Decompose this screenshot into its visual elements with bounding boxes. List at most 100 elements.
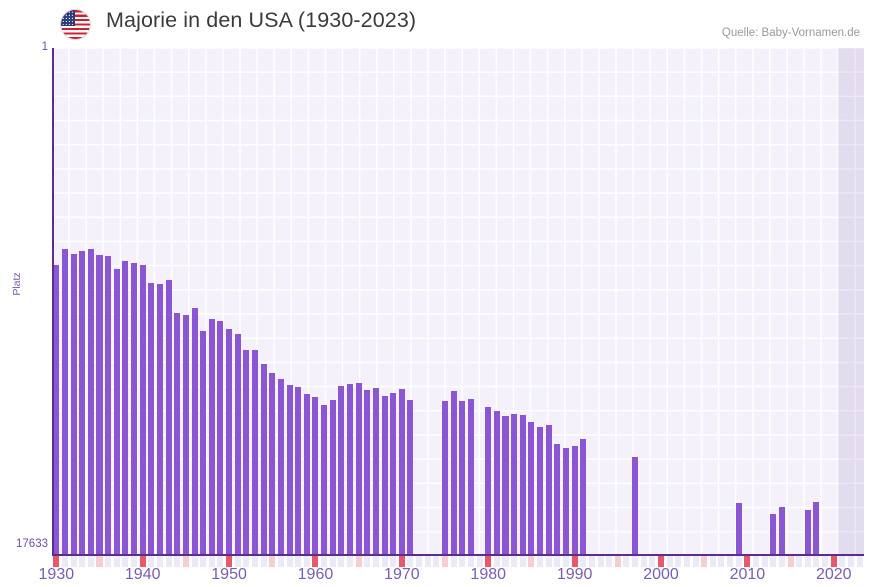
tick-cell-minor bbox=[692, 556, 699, 567]
tick-cell-minor bbox=[165, 556, 172, 567]
bar[interactable] bbox=[735, 503, 742, 555]
bar[interactable] bbox=[442, 401, 449, 555]
bar[interactable] bbox=[87, 248, 94, 555]
bar[interactable] bbox=[61, 248, 68, 555]
tick-cell-decade bbox=[830, 556, 837, 567]
tick-cell-minor bbox=[683, 556, 690, 567]
bar[interactable] bbox=[321, 405, 328, 555]
bar[interactable] bbox=[364, 389, 371, 555]
bar[interactable] bbox=[182, 315, 189, 555]
tick-cell-minor bbox=[321, 556, 328, 567]
bar[interactable] bbox=[562, 447, 569, 555]
bar[interactable] bbox=[234, 333, 241, 555]
bar[interactable] bbox=[372, 387, 379, 555]
bar[interactable] bbox=[407, 400, 414, 555]
tick-cell-minor bbox=[381, 556, 388, 567]
bar[interactable] bbox=[502, 416, 509, 555]
tick-cell-minor bbox=[346, 556, 354, 567]
bar[interactable] bbox=[200, 330, 207, 555]
x-tick-label: 1970 bbox=[384, 566, 420, 583]
bar[interactable] bbox=[226, 328, 233, 555]
bar[interactable] bbox=[390, 392, 397, 555]
tick-cell-minor bbox=[649, 556, 656, 567]
bar[interactable] bbox=[778, 506, 785, 555]
bar[interactable] bbox=[813, 502, 820, 555]
bar[interactable] bbox=[450, 391, 457, 555]
tick-cell-minor bbox=[174, 556, 181, 567]
x-tick-label: 1950 bbox=[211, 566, 247, 583]
bar[interactable] bbox=[70, 253, 77, 555]
tick-cell-minor bbox=[606, 556, 613, 567]
bar[interactable] bbox=[632, 457, 639, 555]
bar[interactable] bbox=[243, 350, 250, 555]
flag-canton bbox=[61, 10, 75, 26]
tick-cell-minor bbox=[459, 556, 466, 567]
y-axis-line bbox=[52, 48, 54, 555]
bar[interactable] bbox=[105, 255, 112, 555]
bar[interactable] bbox=[329, 399, 336, 555]
bar[interactable] bbox=[139, 265, 146, 555]
tick-cell-minor bbox=[329, 556, 336, 567]
tick-cell-minor bbox=[709, 556, 716, 567]
bar[interactable] bbox=[191, 308, 198, 555]
bar[interactable] bbox=[770, 514, 777, 555]
bar[interactable] bbox=[148, 282, 155, 555]
bar[interactable] bbox=[53, 264, 60, 555]
bar[interactable] bbox=[537, 426, 544, 555]
bar[interactable] bbox=[174, 312, 181, 555]
bar[interactable] bbox=[528, 422, 535, 555]
tick-cell-minor bbox=[770, 556, 777, 567]
bar[interactable] bbox=[286, 385, 293, 555]
tick-cell-minor bbox=[467, 556, 474, 567]
tick-cell-minor bbox=[588, 556, 595, 567]
bar[interactable] bbox=[519, 415, 526, 555]
bar[interactable] bbox=[346, 384, 354, 555]
bar[interactable] bbox=[485, 406, 492, 555]
x-tick-label: 1960 bbox=[297, 566, 334, 583]
bar[interactable] bbox=[580, 439, 587, 555]
bar[interactable] bbox=[355, 382, 362, 555]
bar[interactable] bbox=[338, 385, 345, 555]
bar[interactable] bbox=[131, 263, 138, 555]
tick-cell-half-decade bbox=[269, 556, 276, 567]
tick-cell-minor bbox=[493, 556, 500, 567]
bar[interactable] bbox=[251, 349, 258, 555]
tick-cell-minor bbox=[804, 556, 811, 567]
bar[interactable] bbox=[381, 396, 388, 555]
bar[interactable] bbox=[269, 373, 276, 555]
tick-cell-minor bbox=[105, 556, 112, 567]
bar[interactable] bbox=[217, 320, 224, 555]
bar[interactable] bbox=[467, 398, 474, 555]
bar[interactable] bbox=[303, 393, 310, 555]
tick-cell-half-decade bbox=[442, 556, 449, 567]
bar[interactable] bbox=[295, 386, 302, 555]
bar[interactable] bbox=[554, 443, 561, 555]
tick-cell-minor bbox=[580, 556, 587, 567]
bar[interactable] bbox=[804, 510, 811, 555]
bar[interactable] bbox=[122, 261, 129, 555]
bar[interactable] bbox=[511, 414, 518, 555]
bar[interactable] bbox=[493, 410, 500, 555]
tick-cell-minor bbox=[666, 556, 673, 567]
bar[interactable] bbox=[165, 280, 172, 555]
bar[interactable] bbox=[545, 425, 552, 555]
tick-cell-minor bbox=[208, 556, 215, 567]
bar[interactable] bbox=[208, 319, 215, 555]
bar[interactable] bbox=[398, 389, 405, 555]
bar[interactable] bbox=[113, 269, 120, 555]
tick-cell-minor bbox=[79, 556, 86, 567]
bar[interactable] bbox=[312, 397, 319, 555]
x-tick-label: 1980 bbox=[470, 566, 507, 583]
bar[interactable] bbox=[96, 255, 103, 555]
us-flag-icon bbox=[61, 10, 90, 39]
bar[interactable] bbox=[260, 364, 267, 555]
bar[interactable] bbox=[156, 283, 163, 555]
x-tick-label: 1940 bbox=[124, 566, 161, 583]
bar[interactable] bbox=[459, 400, 466, 555]
x-tick-label: 2020 bbox=[815, 566, 852, 583]
tick-cell-minor bbox=[200, 556, 207, 567]
tick-cell-minor bbox=[597, 556, 604, 567]
bar[interactable] bbox=[79, 250, 86, 555]
bar[interactable] bbox=[571, 445, 578, 555]
bar[interactable] bbox=[277, 379, 284, 555]
